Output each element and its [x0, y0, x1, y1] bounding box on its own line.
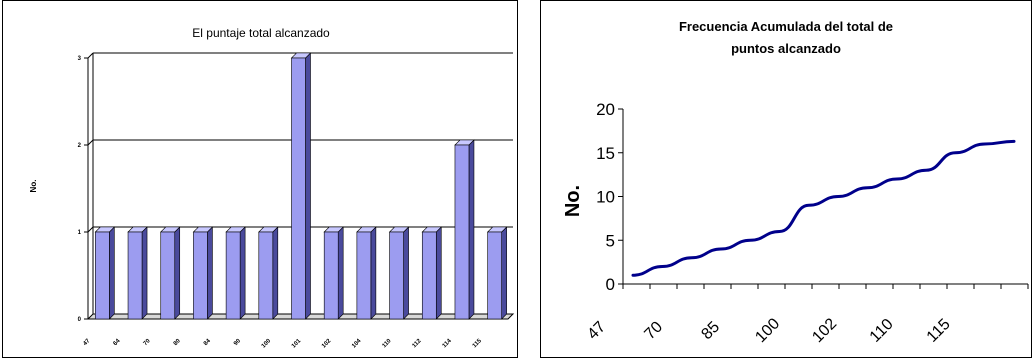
- x-tick-label: 70: [143, 338, 152, 347]
- bar: [291, 57, 306, 320]
- y-tick-label: 0: [78, 317, 82, 323]
- y-tick-label: 15: [596, 144, 615, 163]
- y-tick-label: 10: [596, 188, 615, 207]
- bar-side: [109, 226, 115, 320]
- y-tick-label: 20: [596, 100, 615, 119]
- bar-side: [272, 226, 279, 320]
- bar-side: [370, 226, 377, 320]
- y-tick-label: 5: [606, 231, 615, 250]
- bar-side: [337, 226, 344, 320]
- bar: [421, 231, 437, 320]
- x-tick-label: 102: [321, 338, 333, 350]
- x-tick-label: 110: [381, 338, 393, 350]
- bar-side: [141, 226, 148, 320]
- x-tick-label: 110: [867, 316, 897, 346]
- x-tick-label: 64: [113, 338, 122, 347]
- x-tick-label: 100: [261, 338, 273, 350]
- gridline-side: [87, 139, 94, 146]
- bar: [225, 231, 241, 320]
- x-tick-label: 112: [412, 338, 424, 350]
- x-tick-label: 85: [698, 318, 723, 343]
- bar: [258, 231, 274, 320]
- bar-side: [403, 226, 409, 320]
- series-line: [631, 139, 1016, 277]
- bar: [389, 231, 404, 320]
- bar: [160, 231, 176, 320]
- line-chart-title-line-2: puntos alcanzado: [731, 41, 841, 56]
- bar: [127, 231, 143, 320]
- x-tick-label: 104: [351, 338, 363, 350]
- x-tick-label: 114: [442, 338, 454, 350]
- y-tick-label: 3: [78, 56, 82, 62]
- gridline-side: [87, 226, 94, 233]
- line-chart-panel: Frecuencia Acumulada del total de puntos…: [540, 0, 1032, 358]
- bar: [95, 231, 110, 320]
- bar: [454, 144, 470, 320]
- bar-chart: El puntaje total alcanzado No. 0 1 2 3 47 64 7…: [29, 26, 515, 350]
- x-tick-label: 84: [203, 338, 212, 347]
- bar-side: [501, 226, 507, 320]
- x-tick-label: 47: [82, 338, 91, 347]
- x-tick-label: 115: [924, 316, 954, 346]
- line-chart: Frecuencia Acumulada del total de puntos…: [562, 19, 1029, 346]
- bar-chart-title: El puntaje total alcanzado: [192, 26, 330, 40]
- x-tick-label: 80: [173, 338, 182, 347]
- x-tick-label: 100: [752, 315, 783, 346]
- bar-side: [174, 226, 181, 320]
- bar: [487, 231, 502, 320]
- bar-side: [239, 226, 246, 320]
- bar-chart-y-axis-label: No.: [29, 180, 38, 193]
- y-tick-label: 1: [78, 230, 82, 236]
- line-chart-title-line-1: Frecuencia Acumulada del total de: [679, 19, 893, 34]
- bar-chart-panel: El puntaje total alcanzado No. 0 1 2 3 47 64 7…: [2, 0, 518, 358]
- bar-side: [435, 226, 442, 320]
- x-tick-label: 115: [472, 338, 484, 350]
- gridline-side: [87, 52, 94, 59]
- y-tick-label: 2: [78, 143, 82, 149]
- bar-side: [468, 139, 475, 320]
- bar: [323, 231, 339, 320]
- bar-side: [305, 52, 311, 320]
- x-tick-label: 47: [584, 318, 609, 343]
- y-tick-label: 0: [606, 275, 615, 294]
- line-chart-y-axis-label: No.: [562, 185, 584, 217]
- x-tick-label: 101: [291, 338, 303, 350]
- bar: [193, 231, 208, 320]
- bar-side: [207, 226, 213, 320]
- x-tick-label: 90: [233, 338, 242, 347]
- bar: [356, 231, 372, 320]
- x-tick-label: 70: [641, 318, 666, 343]
- x-tick-label: 102: [809, 315, 840, 346]
